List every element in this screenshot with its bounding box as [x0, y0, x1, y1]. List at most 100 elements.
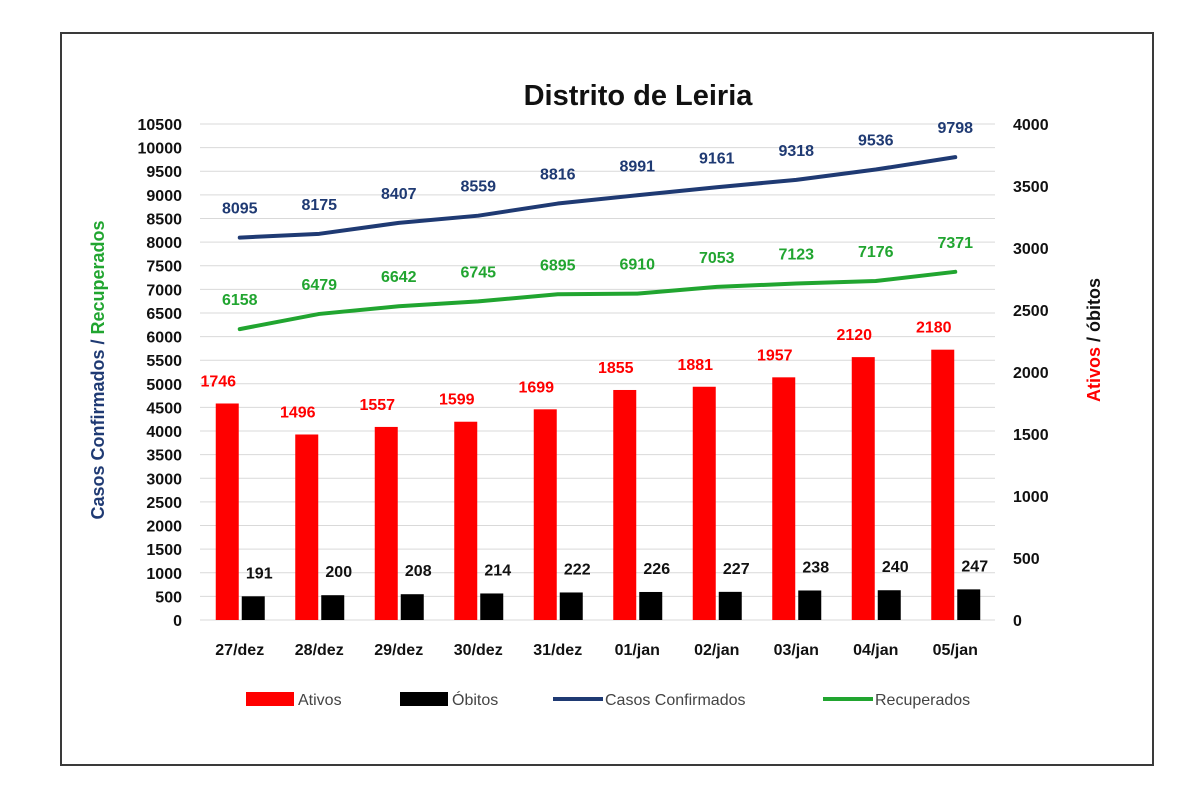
y-tick-right: 3500	[1013, 179, 1049, 196]
y-tick-right: 500	[1013, 551, 1040, 568]
y-tick-right: 2500	[1013, 303, 1049, 320]
x-tick: 27/dez	[215, 642, 264, 659]
x-tick: 28/dez	[295, 642, 344, 659]
data-label-casos-confirmados: 8095	[222, 201, 258, 218]
x-tick: 04/jan	[853, 642, 898, 659]
x-tick: 31/dez	[533, 642, 582, 659]
bar-obitos	[718, 591, 742, 620]
chart-frame	[60, 32, 1154, 766]
y-axis-label-right: Ativos / óbitos	[1084, 278, 1104, 402]
bar-ativos	[613, 389, 637, 620]
bar-obitos	[400, 594, 424, 620]
bar-obitos	[798, 590, 822, 620]
data-label-ativos: 1746	[200, 373, 236, 390]
y-axis-label-left: Casos Confirmados / Recuperados	[88, 220, 108, 519]
y-tick-right: 4000	[1013, 117, 1049, 134]
y-tick-left: 3000	[146, 471, 182, 488]
y-tick-left: 9500	[146, 164, 182, 181]
y-axis-left-ticks: 0 500 1000 1500 2000 2500 3000 3500 4000 4500 5000…	[138, 117, 183, 630]
data-label-casos-confirmados: 9161	[699, 150, 735, 167]
line-casos-confirmados	[237, 155, 958, 240]
data-label-recuperados: 6158	[222, 292, 258, 309]
data-label-ativos: 1855	[598, 360, 634, 377]
y-axis-right-ticks: 0 500 1000 1500 2000 2500 3000 3500 4000	[1013, 117, 1049, 630]
data-label-obitos: 222	[564, 561, 591, 578]
data-label-obitos: 200	[325, 564, 352, 581]
y-tick-left: 7500	[146, 259, 182, 276]
data-label-recuperados: 7053	[699, 250, 735, 267]
y-tick-left: 2500	[146, 495, 182, 512]
y-tick-left: 1500	[146, 542, 182, 559]
y-tick-left: 8500	[146, 211, 182, 228]
data-label-recuperados: 6895	[540, 257, 576, 274]
data-label-obitos: 238	[802, 559, 829, 576]
data-label-casos-confirmados: 9798	[937, 120, 973, 137]
bar-ativos	[931, 349, 955, 620]
y-tick-left: 5500	[146, 353, 182, 370]
data-label-recuperados: 6910	[619, 257, 655, 274]
y-tick-left: 3500	[146, 448, 182, 465]
data-label-ativos: 1957	[757, 347, 793, 364]
data-label-recuperados: 7176	[858, 244, 894, 261]
y-tick-left: 6000	[146, 330, 182, 347]
bar-ativos	[454, 421, 478, 620]
y-tick-left: 2000	[146, 519, 182, 536]
chart-title: Distrito de Leiria	[524, 80, 754, 112]
bars	[215, 349, 981, 620]
y-tick-left: 10000	[138, 141, 183, 158]
data-label-ativos: 1699	[518, 379, 554, 396]
y-axis-label-right-part1: Ativos	[1084, 347, 1104, 402]
y-tick-left: 4500	[146, 400, 182, 417]
bar-obitos	[877, 590, 901, 620]
lines	[237, 155, 958, 332]
data-label-ativos: 1881	[677, 357, 713, 374]
data-label-obitos: 208	[405, 563, 432, 580]
data-label-ativos: 2120	[836, 327, 872, 344]
bar-obitos	[241, 596, 265, 620]
bar-obitos	[957, 589, 981, 620]
data-label-recuperados: 6745	[460, 264, 496, 281]
data-label-obitos: 247	[961, 558, 988, 575]
data-label-casos-confirmados: 8991	[619, 158, 655, 175]
y-axis-label-right-part2: óbitos	[1084, 278, 1104, 332]
y-tick-left: 10500	[138, 117, 183, 134]
legend-label: Ativos	[298, 692, 342, 709]
legend: Ativos Óbitos Casos Confirmados Recuperados	[246, 690, 970, 709]
y-tick-left: 7000	[146, 282, 182, 299]
y-tick-left: 8000	[146, 235, 182, 252]
data-label-recuperados: 7371	[937, 235, 973, 252]
y-tick-right: 1000	[1013, 489, 1049, 506]
bar-ativos	[374, 426, 398, 620]
data-label-obitos: 240	[882, 559, 909, 576]
x-tick: 05/jan	[933, 642, 978, 659]
line-recuperados	[237, 269, 958, 332]
y-axis-label-left-separator: /	[88, 334, 108, 349]
y-tick-left: 0	[173, 613, 182, 630]
data-label-ativos: 1496	[280, 404, 316, 421]
data-label-recuperados: 7123	[778, 247, 814, 264]
bar-ativos	[533, 409, 557, 620]
data-label-recuperados: 6479	[301, 277, 337, 294]
bar-ativos	[851, 357, 875, 620]
legend-label: Óbitos	[452, 690, 498, 709]
bar-obitos	[321, 595, 345, 620]
bar-ativos	[295, 434, 319, 620]
bar-ativos	[772, 377, 796, 620]
y-axis-label-right-separator: /	[1084, 332, 1104, 347]
data-labels: 1746 1496 1557 1599 1699 1855 1881 1957 2120 2180…	[200, 120, 988, 582]
data-label-ativos: 1557	[359, 397, 395, 414]
data-label-recuperados: 6642	[381, 269, 417, 286]
legend-label: Recuperados	[875, 692, 970, 709]
y-tick-left: 9000	[146, 188, 182, 205]
legend-swatch	[400, 692, 448, 706]
y-tick-left: 6500	[146, 306, 182, 323]
data-label-casos-confirmados: 8175	[301, 197, 337, 214]
data-label-casos-confirmados: 9536	[858, 133, 894, 150]
data-label-obitos: 226	[643, 561, 670, 578]
bar-obitos	[639, 591, 663, 620]
data-label-obitos: 191	[246, 565, 273, 582]
bar-ativos	[215, 403, 239, 620]
y-tick-right: 2000	[1013, 365, 1049, 382]
data-label-casos-confirmados: 8816	[540, 167, 576, 184]
data-label-casos-confirmados: 9318	[778, 143, 814, 160]
